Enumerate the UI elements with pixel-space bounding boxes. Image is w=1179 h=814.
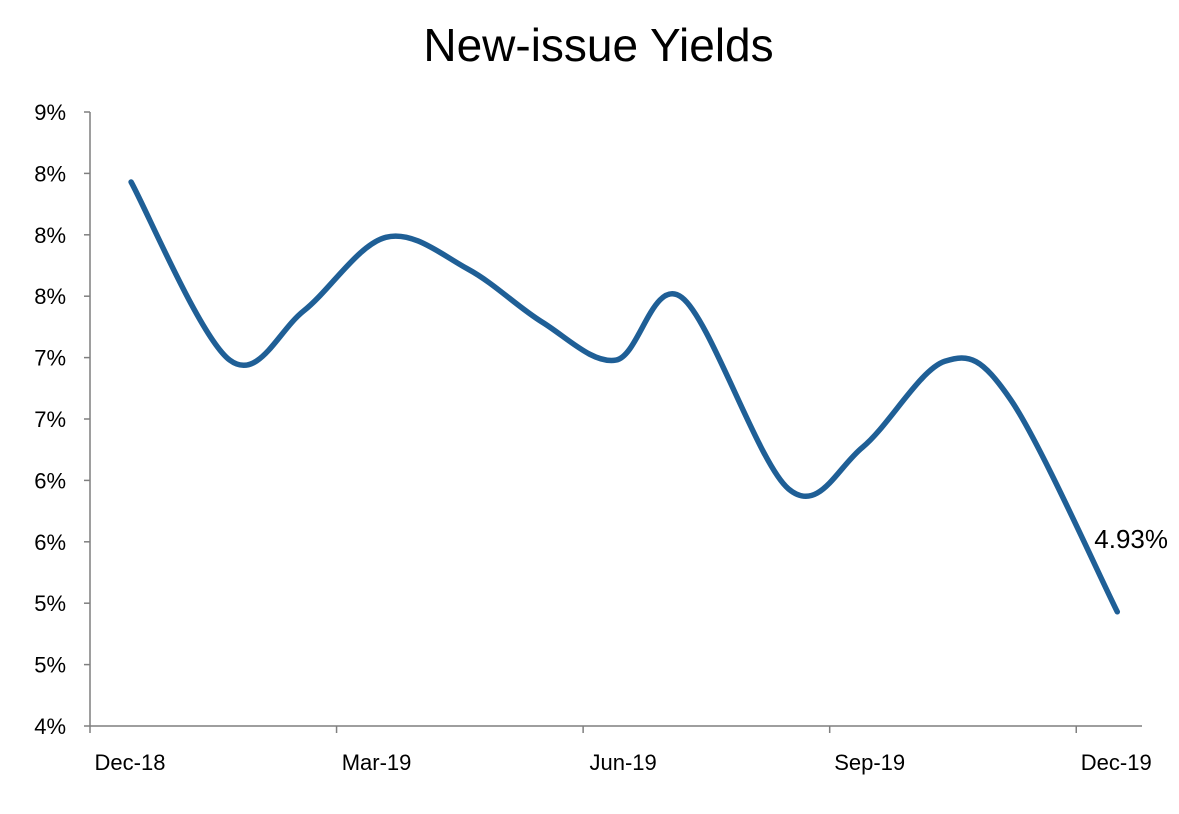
y-tick-label: 5%	[34, 653, 66, 678]
y-tick-label: 9%	[34, 100, 66, 125]
y-tick-label: 7%	[34, 346, 66, 371]
x-tick-label: Mar-19	[342, 750, 412, 775]
y-tick-label: 6%	[34, 530, 66, 555]
x-tick-label: Dec-19	[1081, 750, 1152, 775]
x-tick-label: Sep-19	[834, 750, 905, 775]
y-tick-label: 8%	[34, 223, 66, 248]
y-tick-label: 8%	[34, 284, 66, 309]
data-labels: 4.93%	[1094, 524, 1168, 554]
y-tick-label: 6%	[34, 468, 66, 493]
y-tick-label: 7%	[34, 407, 66, 432]
y-tick-label: 5%	[34, 591, 66, 616]
series-group	[128, 179, 1121, 615]
y-tick-label: 8%	[34, 161, 66, 186]
x-tick-label: Jun-19	[589, 750, 656, 775]
chart-title: New-issue Yields	[423, 19, 774, 71]
series-line	[128, 179, 1121, 615]
x-axis: Dec-18 Mar-19 Jun-19 Sep-19 Dec-19	[89, 725, 1152, 775]
data-label: 4.93%	[1094, 524, 1168, 554]
y-axis: 4% 5% 5% 6% 6% 7% 7% 8% 8% 8% 9%	[34, 100, 91, 739]
y-tick-label: 4%	[34, 714, 66, 739]
x-tick-label: Dec-18	[95, 750, 166, 775]
